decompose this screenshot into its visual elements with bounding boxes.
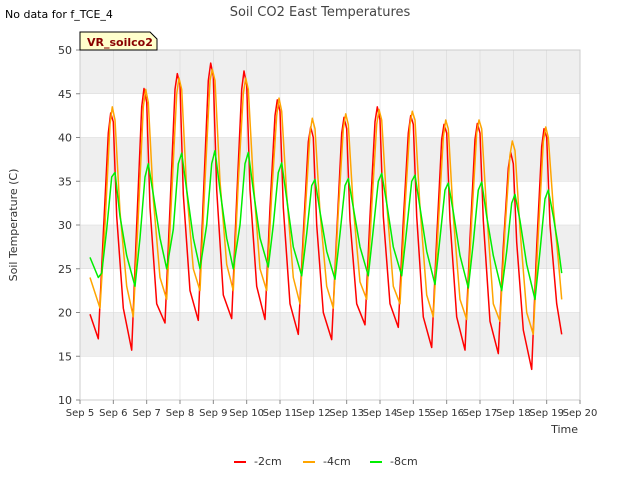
- y-tick-label: 25: [58, 263, 72, 276]
- legend-label: -4cm: [323, 455, 351, 468]
- y-tick-label: 40: [58, 132, 72, 145]
- x-tick-label: Sep 6: [99, 408, 127, 419]
- plot-background: [80, 50, 580, 400]
- no-data-note: No data for f_TCE_4: [5, 8, 113, 21]
- x-tick-label: Sep 13: [329, 408, 364, 419]
- plot-band: [80, 356, 580, 400]
- x-axis-label: Time: [550, 423, 578, 436]
- series-line--2cm: [89, 62, 563, 371]
- x-tick-label: Sep 7: [132, 408, 160, 419]
- x-tick-label: Sep 12: [296, 408, 331, 419]
- chart-title: Soil CO2 East Temperatures: [230, 5, 411, 20]
- y-tick-label: 30: [58, 219, 72, 232]
- legend-label: -8cm: [390, 455, 418, 468]
- x-tick-label: Sep 20: [563, 408, 598, 419]
- x-tick-label: Sep 10: [229, 408, 264, 419]
- x-tick-label: Sep 8: [166, 408, 194, 419]
- x-tick-label: Sep 18: [496, 408, 531, 419]
- series-line--8cm: [89, 149, 563, 301]
- x-tick-label: Sep 14: [363, 408, 398, 419]
- x-tick-label: Sep 19: [529, 408, 564, 419]
- series-line--4cm: [89, 68, 563, 336]
- y-tick-label: 45: [58, 88, 72, 101]
- x-tick-label: Sep 11: [263, 408, 298, 419]
- series-lines: [89, 62, 563, 371]
- legend: -2cm -4cm -8cm: [234, 455, 418, 468]
- y-tick-label: 15: [58, 350, 72, 363]
- x-tick-label: Sep 15: [396, 408, 431, 419]
- y-axis-label: Soil Temperature (C): [7, 169, 20, 282]
- station-badge-shape: [79, 31, 158, 51]
- plot-band: [80, 93, 580, 138]
- y-tick-label: 20: [58, 307, 72, 320]
- x-tick-label: Sep 5: [66, 408, 94, 419]
- station-badge: VR_soilco2: [79, 31, 158, 51]
- x-tick-label: Sep 9: [199, 408, 227, 419]
- station-badge-label: VR_soilco2: [87, 36, 153, 49]
- plot-band: [80, 181, 580, 225]
- y-tick-label: 35: [58, 175, 72, 188]
- x-tick-label: Sep 16: [429, 408, 464, 419]
- y-tick-label: 10: [58, 394, 72, 407]
- legend-label: -2cm: [254, 455, 282, 468]
- plot-band: [80, 137, 580, 182]
- y-axis-ticks: 10 15 20 25 30 35 40 45 50: [58, 44, 80, 407]
- y-tick-label: 50: [58, 44, 72, 57]
- x-tick-label: Sep 17: [463, 408, 498, 419]
- plot-band: [80, 50, 580, 94]
